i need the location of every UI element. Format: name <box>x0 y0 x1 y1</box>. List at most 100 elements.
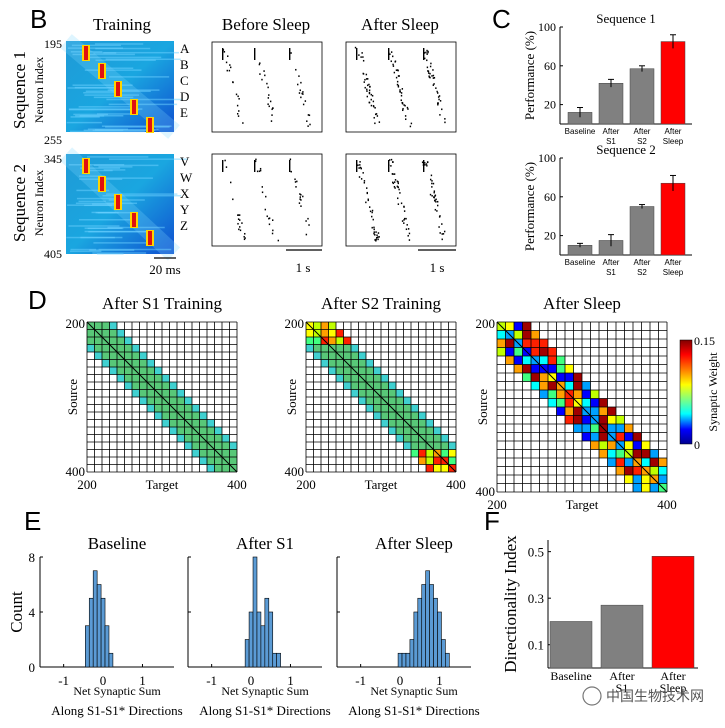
seq1-chart-title: Sequence 1 <box>596 11 656 26</box>
spike-dot <box>407 108 409 110</box>
spike-dot <box>434 208 437 211</box>
spike-dot <box>391 181 394 184</box>
matrix-cell <box>616 449 625 458</box>
matrix-cell <box>388 412 396 420</box>
hist-bar <box>441 639 446 668</box>
matrix-cell <box>336 329 344 337</box>
matrix-cell <box>381 389 389 397</box>
heatmap-streak <box>68 108 143 110</box>
matrix-cell <box>616 458 625 467</box>
matrix-cell <box>426 449 434 457</box>
spike-dot <box>430 62 432 65</box>
spike-dot <box>362 172 364 174</box>
matrix-xlabel: Target <box>365 477 398 492</box>
matrix-cell <box>147 404 155 412</box>
heatmap-streak <box>72 84 133 86</box>
spike-dot <box>428 75 430 78</box>
matrix-cell <box>497 347 506 356</box>
matrix-cell <box>214 464 222 472</box>
raster-after-seq1-frame <box>345 41 457 133</box>
matrix-cell <box>633 466 642 475</box>
matrix-cell <box>139 397 147 405</box>
matrix-cell <box>124 352 132 360</box>
spike-dot <box>429 193 432 196</box>
spike-dot <box>259 169 262 172</box>
matrix-cell <box>658 475 667 484</box>
matrix-cell <box>117 337 125 345</box>
spike-dot <box>405 118 407 121</box>
matrix-cell <box>426 427 434 435</box>
c-category-label: Baseline <box>565 127 596 136</box>
spike-dot <box>255 158 257 161</box>
matrix-cell <box>343 337 351 345</box>
heatmap-streak <box>92 252 147 254</box>
spike-dot <box>237 222 239 225</box>
spike-dot <box>368 206 371 208</box>
spike-dot <box>243 238 246 241</box>
hist-xtick-label: 1 <box>139 673 146 688</box>
spike-dot <box>267 97 270 99</box>
spike-dot <box>271 232 274 235</box>
matrix-cell <box>582 390 591 399</box>
f-bar <box>600 604 644 669</box>
heatmap-spike <box>116 82 120 96</box>
matrix-cell <box>616 432 625 441</box>
matrix-cell <box>147 389 155 397</box>
heatmap-streak <box>93 164 159 167</box>
matrix-cell <box>565 398 574 407</box>
spike-dot <box>368 92 371 95</box>
matrix-cell <box>599 398 608 407</box>
heatmap-streak <box>102 194 182 197</box>
matrix-cell <box>607 415 616 424</box>
matrix-cell <box>139 359 147 367</box>
matrix-cell <box>207 434 215 442</box>
matrix-cell <box>633 441 642 450</box>
hist-title-1: After S1 <box>236 534 294 553</box>
f-category-label: After <box>660 669 685 683</box>
matrix-cell <box>336 367 344 375</box>
spike-dot <box>236 113 239 115</box>
row-label-seq1: Sequence 1 <box>10 51 29 129</box>
spike-dot <box>432 182 435 185</box>
spike-dot <box>436 204 439 207</box>
matrix-cell <box>650 483 659 492</box>
matrix-cell <box>565 415 574 424</box>
hist-bar <box>108 652 114 668</box>
spike-dot <box>392 63 394 66</box>
hist-bar <box>445 652 450 668</box>
matrix-cell <box>184 412 192 420</box>
spike-dot <box>394 179 397 181</box>
f-ylabel: Directionality Index <box>501 535 520 673</box>
spike-dot <box>367 198 369 201</box>
matrix-cell <box>132 352 140 360</box>
matrix-cell <box>381 412 389 420</box>
matrix-cell <box>207 427 215 435</box>
hist-bar <box>248 611 254 668</box>
neuron-index-label: Neuron Index <box>32 170 46 236</box>
matrix-cell <box>214 427 222 435</box>
matrix-cell <box>590 424 599 433</box>
heatmap-streak <box>103 67 134 69</box>
matrix-cell <box>403 397 411 405</box>
spike-line <box>356 48 358 60</box>
f-bar <box>549 621 593 669</box>
heatmap-spike <box>84 46 88 60</box>
matrix-cell <box>94 337 102 345</box>
heatmap-streak <box>69 250 102 253</box>
matrix-cell <box>426 464 434 472</box>
matrix-cell <box>222 464 230 472</box>
hist-bar <box>429 584 434 668</box>
scalebar-1s-before-label: 1 s <box>296 260 311 275</box>
heatmap-spike <box>84 159 88 173</box>
spike-dot <box>367 199 369 202</box>
hist-bar <box>268 611 274 668</box>
c-category-label: Baseline <box>565 258 596 267</box>
matrix-cell <box>633 483 642 492</box>
matrix-cell <box>177 389 185 397</box>
spike-dot <box>436 200 439 203</box>
spike-dot <box>359 164 361 166</box>
matrix-cell <box>556 356 565 365</box>
spike-dot <box>236 104 239 107</box>
spike-dot <box>360 167 362 170</box>
spike-dot <box>432 74 435 77</box>
